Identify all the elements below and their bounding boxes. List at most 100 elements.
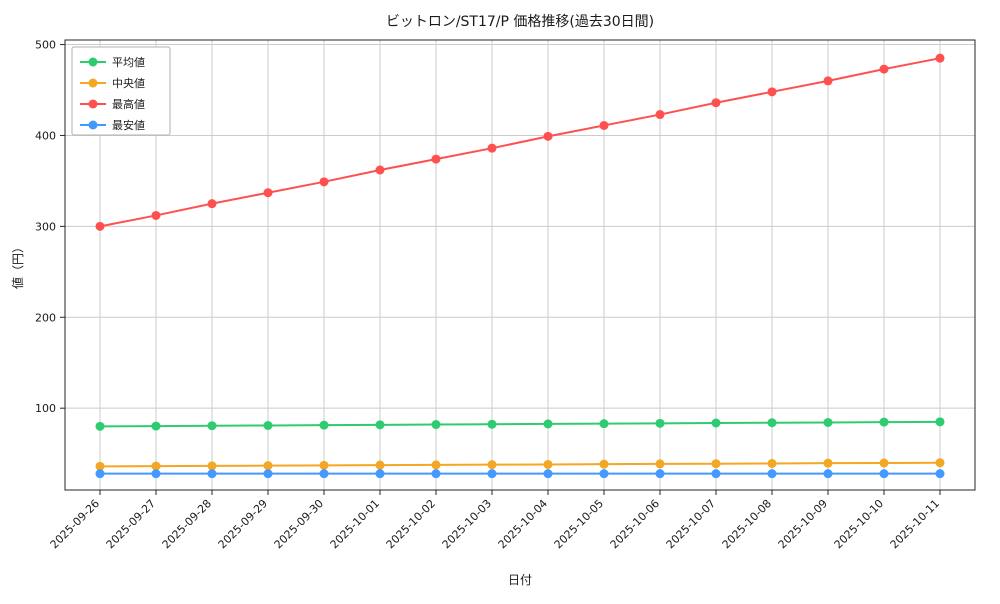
data-point [655, 469, 665, 479]
x-tick-label: 2025-09-27 [104, 497, 158, 551]
data-point [599, 459, 609, 469]
data-point [375, 469, 385, 479]
data-point [207, 461, 217, 471]
data-point [655, 110, 665, 120]
data-point [935, 469, 945, 479]
data-point [319, 460, 329, 470]
data-point [319, 177, 329, 187]
x-tick-label: 2025-10-09 [776, 497, 830, 551]
data-point [543, 131, 553, 141]
series-line [99, 57, 941, 228]
y-axis: 100 200 300 400 500 [35, 39, 65, 415]
x-tick-label: 2025-10-08 [720, 497, 774, 551]
data-point [599, 469, 609, 479]
series-最安値 [95, 469, 945, 479]
legend-label: 中央値 [112, 77, 145, 90]
legend-item: 平均値 [80, 56, 145, 69]
legend-marker [88, 57, 98, 67]
data-point [823, 76, 833, 86]
y-tick-label: 400 [35, 129, 56, 142]
data-point [95, 421, 105, 431]
x-tick-label: 2025-10-02 [384, 497, 438, 551]
data-point [767, 469, 777, 479]
data-point [151, 421, 161, 431]
data-point [95, 221, 105, 231]
data-point [935, 53, 945, 63]
x-tick-label: 2025-10-11 [888, 497, 942, 551]
x-tick-label: 2025-09-26 [48, 497, 102, 551]
data-point [431, 460, 441, 470]
x-tick-label: 2025-10-01 [328, 497, 382, 551]
x-tick-label: 2025-10-07 [664, 497, 718, 551]
x-tick-label: 2025-10-04 [496, 497, 550, 551]
legend-item: 最高値 [80, 97, 145, 111]
data-point [543, 469, 553, 479]
x-tick-label: 2025-10-06 [608, 497, 662, 551]
legend-marker [88, 99, 98, 109]
data-point [151, 469, 161, 479]
data-point [207, 421, 217, 431]
legend-label: 最安値 [112, 118, 145, 132]
data-point [431, 420, 441, 430]
y-tick-label: 300 [35, 220, 56, 233]
data-point [263, 461, 273, 471]
data-point [711, 459, 721, 469]
data-point [711, 469, 721, 479]
legend-item: 中央値 [80, 77, 145, 90]
data-point [767, 87, 777, 97]
chart-title: ビットロン/ST17/P 価格推移(過去30日間) [386, 14, 654, 30]
data-point [599, 419, 609, 429]
data-point [487, 419, 497, 429]
data-point [487, 460, 497, 470]
x-axis: 2025-09-26 2025-09-27 2025-09-28 2025-09-29… [48, 490, 942, 551]
data-point [823, 417, 833, 427]
legend-label: 平均値 [112, 56, 145, 69]
data-point [319, 469, 329, 479]
series-line [99, 461, 941, 468]
data-point [823, 469, 833, 479]
data-point [879, 64, 889, 74]
data-point [879, 417, 889, 427]
series-最高値 [95, 53, 945, 231]
data-point [319, 420, 329, 430]
data-point [599, 120, 609, 130]
data-point [263, 420, 273, 430]
data-point [487, 469, 497, 479]
x-axis-label: 日付 [508, 573, 532, 587]
y-axis-label: 値（円） [10, 241, 25, 289]
data-point [95, 461, 105, 471]
data-point [263, 469, 273, 479]
data-point [711, 418, 721, 428]
series-line [99, 420, 941, 428]
data-point [655, 418, 665, 428]
data-point [879, 469, 889, 479]
data-point [263, 188, 273, 198]
data-point [935, 458, 945, 468]
y-tick-label: 500 [35, 39, 56, 52]
legend-label: 最高値 [112, 97, 145, 111]
data-point [767, 458, 777, 468]
y-tick-label: 100 [35, 402, 56, 415]
x-tick-label: 2025-10-03 [440, 497, 494, 551]
data-point [543, 419, 553, 429]
x-tick-label: 2025-09-28 [160, 497, 214, 551]
data-point [207, 199, 217, 209]
data-point [375, 420, 385, 430]
data-point [655, 459, 665, 469]
data-point [823, 458, 833, 468]
x-tick-label: 2025-09-29 [216, 497, 270, 551]
data-point [767, 418, 777, 428]
x-tick-label: 2025-10-10 [832, 497, 886, 551]
data-point [487, 143, 497, 153]
legend-item: 最安値 [80, 118, 145, 132]
legend-marker [88, 120, 98, 130]
data-point [151, 210, 161, 220]
data-point [935, 417, 945, 427]
data-point [879, 458, 889, 468]
data-point [375, 460, 385, 470]
y-tick-label: 200 [35, 311, 56, 324]
data-point [431, 469, 441, 479]
